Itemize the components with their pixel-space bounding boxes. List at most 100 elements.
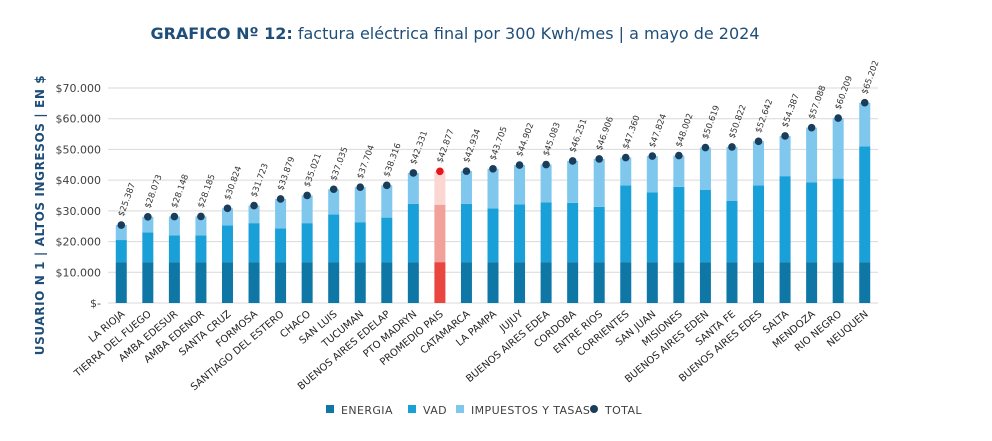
total-marker [648, 152, 657, 160]
total-marker [382, 181, 391, 190]
y-tick-label: $50.000 [56, 143, 102, 156]
total-data-label: $50.822 [727, 103, 748, 139]
total-marker [250, 201, 258, 210]
total-data-label: $42.877 [435, 128, 456, 164]
bar-segment-energia [779, 262, 791, 303]
total-marker [436, 167, 444, 176]
bar-segment-energia [540, 262, 552, 303]
bar-segment-energia [142, 262, 154, 303]
total-marker [489, 164, 497, 173]
legend-label: VAD [423, 404, 447, 417]
total-marker [303, 191, 311, 200]
bar-segment-impuestos-y-tasas [221, 208, 233, 226]
bar-segment-impuestos-y-tasas [859, 102, 871, 147]
total-data-label: $46.251 [568, 118, 589, 154]
total-data-label: $54.387 [780, 93, 801, 129]
bar-segment-vad [540, 202, 552, 263]
bar-segment-impuestos-y-tasas [168, 216, 180, 236]
bar-segment-energia [832, 262, 844, 303]
total-marker [276, 195, 285, 203]
bar-segment-vad [673, 186, 685, 263]
bar-segment-impuestos-y-tasas [753, 141, 765, 186]
total-data-label: $50.619 [701, 104, 722, 140]
bar-segment-impuestos-y-tasas [301, 195, 313, 224]
bar-segment-impuestos-y-tasas [646, 156, 658, 193]
total-marker [515, 161, 524, 169]
legend-swatch [456, 405, 464, 413]
total-marker [409, 169, 418, 177]
total-marker [568, 157, 577, 165]
bar-segment-energia [381, 262, 393, 303]
bar-segment-vad [753, 185, 765, 263]
bar-segment-energia [753, 262, 765, 303]
y-tick-label: $40.000 [56, 174, 102, 187]
total-data-label: $47.360 [621, 114, 642, 150]
bar-segment-energia [195, 262, 207, 303]
total-marker [860, 98, 869, 107]
total-marker [675, 151, 683, 160]
total-data-label: $33.879 [276, 156, 297, 192]
bar-segment-impuestos-y-tasas [407, 172, 419, 204]
legend-label: IMPUESTOS Y TASAS [471, 404, 590, 417]
bar-segment-energia [275, 262, 287, 303]
bar-segment-energia [806, 262, 818, 303]
bar-segment-vad [620, 185, 632, 263]
bar-segment-impuestos-y-tasas [593, 158, 605, 207]
total-data-label: $28.185 [196, 173, 217, 209]
bar-segment-energia [593, 262, 605, 303]
bar-segment-vad [514, 204, 526, 263]
total-marker [754, 137, 763, 146]
bar-segment-impuestos-y-tasas [487, 168, 499, 209]
bar-segment-energia [673, 262, 685, 303]
bar-segment-impuestos-y-tasas [354, 187, 366, 223]
total-data-label: $48.002 [674, 112, 695, 148]
bar-segment-impuestos-y-tasas [540, 164, 552, 203]
bar-segment-energia [434, 262, 446, 303]
total-data-label: $57.088 [807, 84, 828, 120]
bar-segment-energia [115, 262, 127, 303]
total-data-label: $30.824 [223, 165, 244, 201]
legend-label: TOTAL [604, 404, 642, 417]
legend-swatch [408, 405, 416, 413]
total-data-label: $28.148 [170, 173, 191, 209]
total-data-label: $25.387 [117, 182, 138, 218]
bar-segment-vad [142, 232, 154, 263]
total-data-label: $44.902 [515, 122, 536, 158]
bar-segment-impuestos-y-tasas [115, 225, 127, 241]
bar-segment-energia [726, 262, 738, 303]
bar-segment-energia [646, 262, 658, 303]
total-marker [356, 183, 365, 191]
bar-segment-vad [567, 202, 579, 263]
bar-segment-vad [726, 200, 738, 263]
total-data-label: $38.316 [382, 142, 403, 178]
legend-swatch [590, 405, 598, 413]
bar-segment-energia [487, 262, 499, 303]
bar-segment-vad [859, 146, 871, 263]
total-data-label: $43.705 [488, 125, 509, 161]
bar-segment-vad [434, 204, 446, 263]
bar-segment-impuestos-y-tasas [142, 216, 154, 233]
bar-segment-vad [328, 214, 340, 263]
total-marker [117, 221, 126, 229]
bar-segment-impuestos-y-tasas [567, 160, 579, 203]
bar-segment-energia [567, 262, 579, 303]
y-tick-label: $20.000 [56, 236, 102, 249]
total-marker [701, 143, 710, 152]
total-marker [170, 212, 179, 221]
total-marker [781, 132, 789, 140]
total-marker [542, 160, 550, 169]
bar-segment-energia [460, 262, 472, 303]
total-marker [807, 123, 816, 132]
y-axis-ticks: $- $10.000 $20.000 $30.000 $40.000 $50.000 $60… [56, 82, 102, 310]
chart-title-rest: factura eléctrica final por 300 Kwh/mes … [293, 24, 760, 43]
bar-segment-impuestos-y-tasas [726, 146, 738, 201]
y-tick-label: $70.000 [56, 82, 102, 95]
bar-segment-vad [407, 203, 419, 263]
bar-segment-vad [301, 223, 313, 263]
total-data-label: $42.331 [409, 130, 430, 166]
bar-segment-impuestos-y-tasas [832, 118, 844, 179]
y-tick-label: $60.000 [56, 113, 102, 126]
chart-title: GRAFICO Nº 12: factura eléctrica final p… [150, 24, 759, 43]
bar-segment-vad [195, 235, 207, 263]
